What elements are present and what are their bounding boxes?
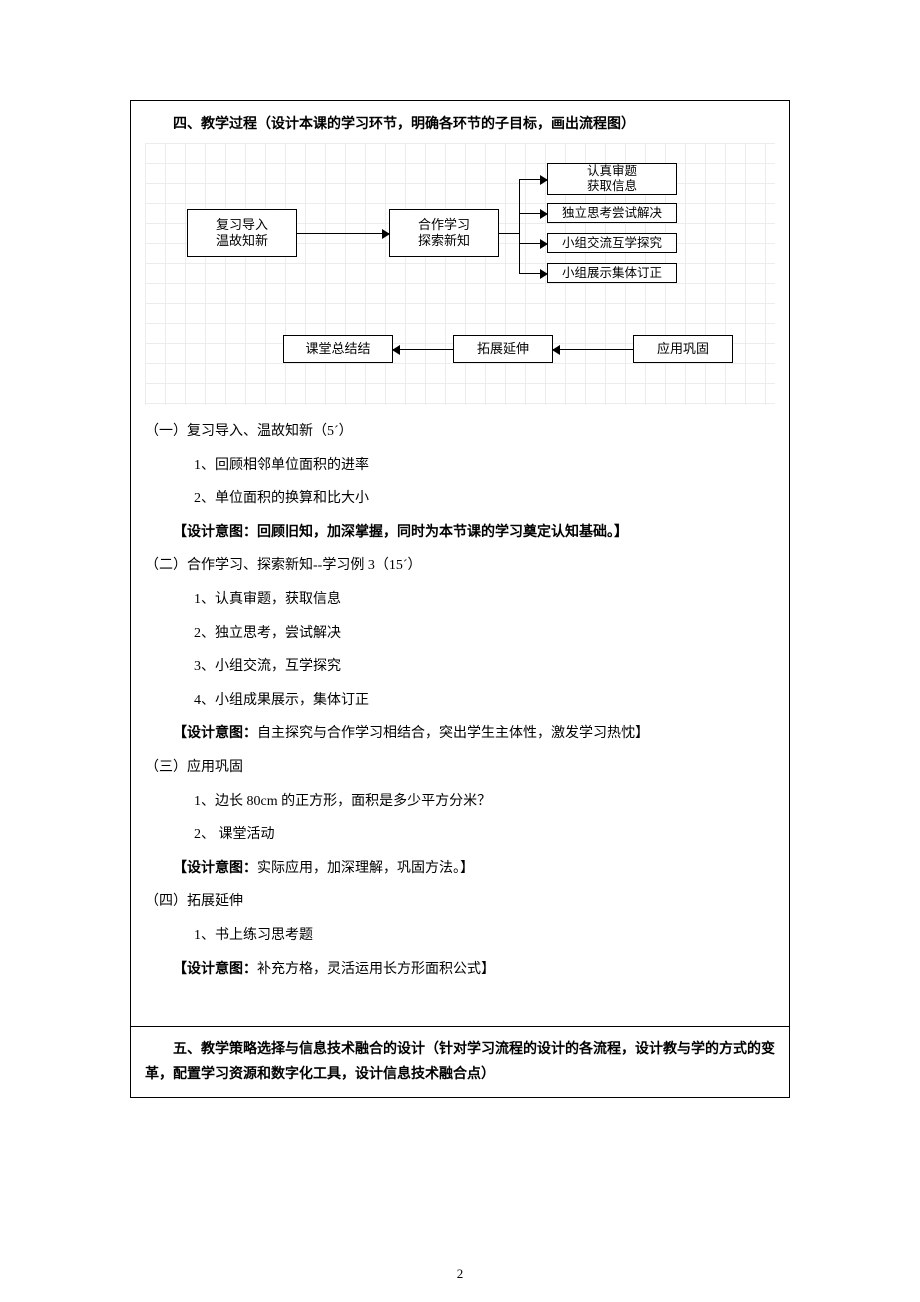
section4-body: （一）复习导入、温故知新（5´） 1、回顾相邻单位面积的进率 2、单位面积的换算… <box>145 415 775 1016</box>
node-coop: 合作学习 探索新知 <box>389 209 499 257</box>
part2-intent: 【设计意图：自主探究与合作学习相结合，突出学生主体性，激发学习热忱】 <box>145 717 775 751</box>
part3-item2: 2、 课堂活动 <box>145 818 775 852</box>
node-step2: 独立思考尝试解决 <box>547 203 677 223</box>
node-step4: 小组展示集体订正 <box>547 263 677 283</box>
node-extend: 拓展延伸 <box>453 335 553 363</box>
page-number: 2 <box>0 1266 920 1282</box>
arrow-n1-n2 <box>297 233 389 234</box>
arrow-b2-b1 <box>393 349 453 350</box>
part2-item2: 2、独立思考，尝试解决 <box>145 617 775 651</box>
flowchart-grid <box>145 143 775 405</box>
section4-heading: 四、教学过程（设计本课的学习环节，明确各环节的子目标，画出流程图） <box>145 111 775 139</box>
node-step3: 小组交流互学探究 <box>547 233 677 253</box>
branch-out <box>499 233 519 234</box>
part1-intent: 【设计意图：回顾旧知，加深掌握，同时为本节课的学习奠定认知基础。】 <box>145 516 775 550</box>
node-review-l2: 温故知新 <box>216 233 268 248</box>
part3-intent-body: 实际应用，加深理解，巩固方法。】 <box>257 861 474 876</box>
part4-item1: 1、书上练习思考题 <box>145 919 775 953</box>
part3-intent-label: 【设计意图： <box>173 861 257 876</box>
branch-trunk <box>519 179 520 273</box>
part4-title: （四）拓展延伸 <box>145 885 775 919</box>
part4-intent-label: 【设计意图： <box>173 962 257 977</box>
section5-heading: 五、教学策略选择与信息技术融合的设计（针对学习流程的设计的各流程，设计教与学的方… <box>145 1037 775 1087</box>
part2-item3: 3、小组交流，互学探究 <box>145 650 775 684</box>
part2-intent-body: 自主探究与合作学习相结合，突出学生主体性，激发学习热忱】 <box>257 726 649 741</box>
part1-title: （一）复习导入、温故知新（5´） <box>145 415 775 449</box>
part4-intent: 【设计意图：补充方格，灵活运用长方形面积公式】 <box>145 953 775 987</box>
part2-item1: 1、认真审题，获取信息 <box>145 583 775 617</box>
arrow-to-s3 <box>519 243 547 244</box>
part3-title: （三）应用巩固 <box>145 751 775 785</box>
node-review-l1: 复习导入 <box>216 217 268 232</box>
node-step1: 认真审题 获取信息 <box>547 163 677 195</box>
part1-item1: 1、回顾相邻单位面积的进率 <box>145 449 775 483</box>
node-review: 复习导入 温故知新 <box>187 209 297 257</box>
node-summary: 课堂总结结 <box>283 335 393 363</box>
spacer <box>145 986 775 1016</box>
part3-item1: 1、边长 80cm 的正方形，面积是多少平方分米？ <box>145 785 775 819</box>
part2-intent-label: 【设计意图： <box>173 726 257 741</box>
arrow-to-s4 <box>519 273 547 274</box>
part1-item2: 2、单位面积的换算和比大小 <box>145 482 775 516</box>
part4-intent-body: 补充方格，灵活运用长方形面积公式】 <box>257 962 495 977</box>
part2-item4: 4、小组成果展示，集体订正 <box>145 684 775 718</box>
part3-intent: 【设计意图：实际应用，加深理解，巩固方法。】 <box>145 852 775 886</box>
arrow-to-s2 <box>519 213 547 214</box>
flowchart: 复习导入 温故知新 合作学习 探索新知 认真审题 获取信息 独立思考尝试解决 小… <box>145 143 775 405</box>
node-apply: 应用巩固 <box>633 335 733 363</box>
node-coop-l2: 探索新知 <box>418 233 470 248</box>
arrow-to-s1 <box>519 179 547 180</box>
part2-title: （二）合作学习、探索新知--学习例 3（15´） <box>145 549 775 583</box>
arrow-b3-b2 <box>553 349 633 350</box>
node-coop-l1: 合作学习 <box>418 217 470 232</box>
